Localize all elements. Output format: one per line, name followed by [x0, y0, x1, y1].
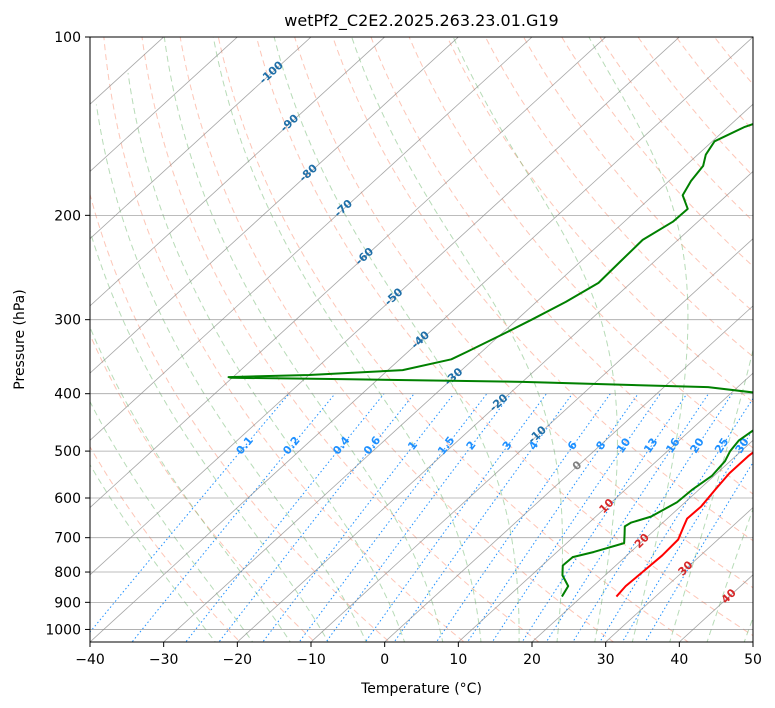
- moist-adiabat-line: [669, 348, 753, 642]
- y-tick-label: 800: [54, 565, 81, 581]
- x-tick-label: −10: [296, 652, 326, 668]
- moist-adiabat-line: [90, 400, 254, 642]
- dry-adiabat-line: [103, 37, 465, 642]
- dry-adiabat-line: [370, 37, 753, 495]
- temperature-profile-line: [615, 451, 753, 598]
- x-axis-label: Temperature (°C): [360, 681, 482, 697]
- isotherm-line: [163, 103, 753, 642]
- dry-adiabat-line: [217, 37, 690, 642]
- isotherm-line: [457, 372, 753, 642]
- moist-adiabat-line: [588, 37, 689, 642]
- dry-adiabat-line: [179, 37, 615, 642]
- plot-area: -100-90-80-70-60-50-40-30-20-1000.1 0.2 0.…: [90, 37, 753, 642]
- moist-adiabat-line: [706, 507, 753, 642]
- x-tick-label: 0: [380, 652, 389, 668]
- mixing-ratio-line: [599, 397, 753, 642]
- y-tick-label: 100: [54, 30, 81, 46]
- isotherm-line: [236, 170, 753, 642]
- dewpoint-profile-line: [227, 122, 753, 598]
- mixing-ratio-line: [90, 393, 290, 633]
- moist-adiabat-line: [127, 72, 406, 642]
- isotherm-line: [90, 37, 386, 307]
- isotherm-line: [384, 305, 753, 642]
- x-tick-label: 50: [744, 652, 762, 668]
- isotherm-line: [90, 37, 459, 374]
- pressure-gridlines: [90, 37, 753, 630]
- isotherm-line: [90, 37, 680, 576]
- y-tick-label: 600: [54, 491, 81, 507]
- mixing-ratio-line: [572, 393, 733, 642]
- moist-adiabat-line: [351, 37, 564, 642]
- profile-lines: [227, 122, 753, 598]
- y-tick-label: 1000: [45, 622, 81, 638]
- mixing-ratio-lines: [90, 393, 753, 642]
- y-axis-label: Pressure (hPa): [12, 289, 28, 389]
- chart-title: wetPf2_C2E2.2025.263.23.01.G19: [284, 11, 558, 31]
- x-axis-ticks: −40 −30 −20 −10 0 10 20 30 40 50: [75, 642, 762, 668]
- x-tick-label: −40: [75, 652, 105, 668]
- x-tick-label: 40: [670, 652, 688, 668]
- mixing-ratio-line: [393, 393, 573, 642]
- isotherm-line: [90, 37, 312, 240]
- isotherms: [90, 37, 753, 642]
- y-tick-label: 200: [54, 208, 81, 224]
- y-tick-label: 900: [54, 595, 81, 611]
- dry-adiabat-line: [332, 37, 753, 542]
- dry-adiabat-line: [484, 37, 753, 358]
- x-tick-label: 30: [597, 652, 615, 668]
- moist-adiabat-line: [452, 37, 618, 642]
- mixing-ratio-line: [262, 393, 455, 642]
- isotherm-line: [90, 37, 238, 172]
- moist-adiabat-line: [273, 37, 520, 642]
- moist-adiabat-line: [95, 104, 367, 642]
- dry-adiabats: [90, 37, 753, 642]
- dry-adiabat-line: [561, 37, 753, 267]
- moist-adiabat-line: [90, 326, 291, 642]
- mixing-ratio-line: [325, 393, 512, 642]
- dry-adiabat-line: [90, 192, 391, 642]
- dry-adiabat-line: [446, 37, 753, 403]
- isotherm-line: [90, 37, 753, 642]
- x-tick-label: 20: [523, 652, 541, 668]
- dry-adiabat-line: [599, 37, 753, 222]
- dry-adiabat-line: [141, 37, 540, 642]
- moist-adiabat-line: [212, 37, 482, 642]
- isotherm-line: [605, 507, 753, 642]
- moist-adiabat-line: [163, 37, 444, 642]
- isotherm-line: [90, 37, 607, 509]
- y-tick-label: 500: [54, 444, 81, 460]
- isotherm-line: [90, 37, 533, 441]
- y-tick-label: 400: [54, 387, 81, 403]
- x-tick-label: −30: [149, 652, 179, 668]
- mixing-ratio-line: [435, 393, 611, 642]
- mixing-ratio-line: [491, 393, 661, 642]
- x-tick-label: 10: [449, 652, 467, 668]
- mixing-ratio-line: [218, 393, 415, 642]
- dry-adiabat-line: [294, 37, 753, 589]
- isotherm-line: [310, 238, 753, 642]
- mixing-ratio-line: [364, 393, 547, 642]
- dry-adiabat-line: [255, 37, 753, 637]
- y-axis-ticks: 100 200 300 400 500 600 700 800 900 1000: [45, 30, 90, 638]
- moist-adiabat-line: [90, 463, 216, 642]
- y-tick-label: 300: [54, 313, 81, 329]
- x-tick-label: −20: [223, 652, 253, 668]
- mixing-ratio-line: [466, 393, 639, 642]
- mixing-ratio-line: [185, 393, 385, 642]
- moist-adiabat-line: [90, 229, 329, 642]
- moist-adiabats: [90, 37, 753, 642]
- isotherm-line: [531, 439, 753, 642]
- plot-frame: [89, 36, 754, 643]
- y-tick-label: 700: [54, 531, 81, 547]
